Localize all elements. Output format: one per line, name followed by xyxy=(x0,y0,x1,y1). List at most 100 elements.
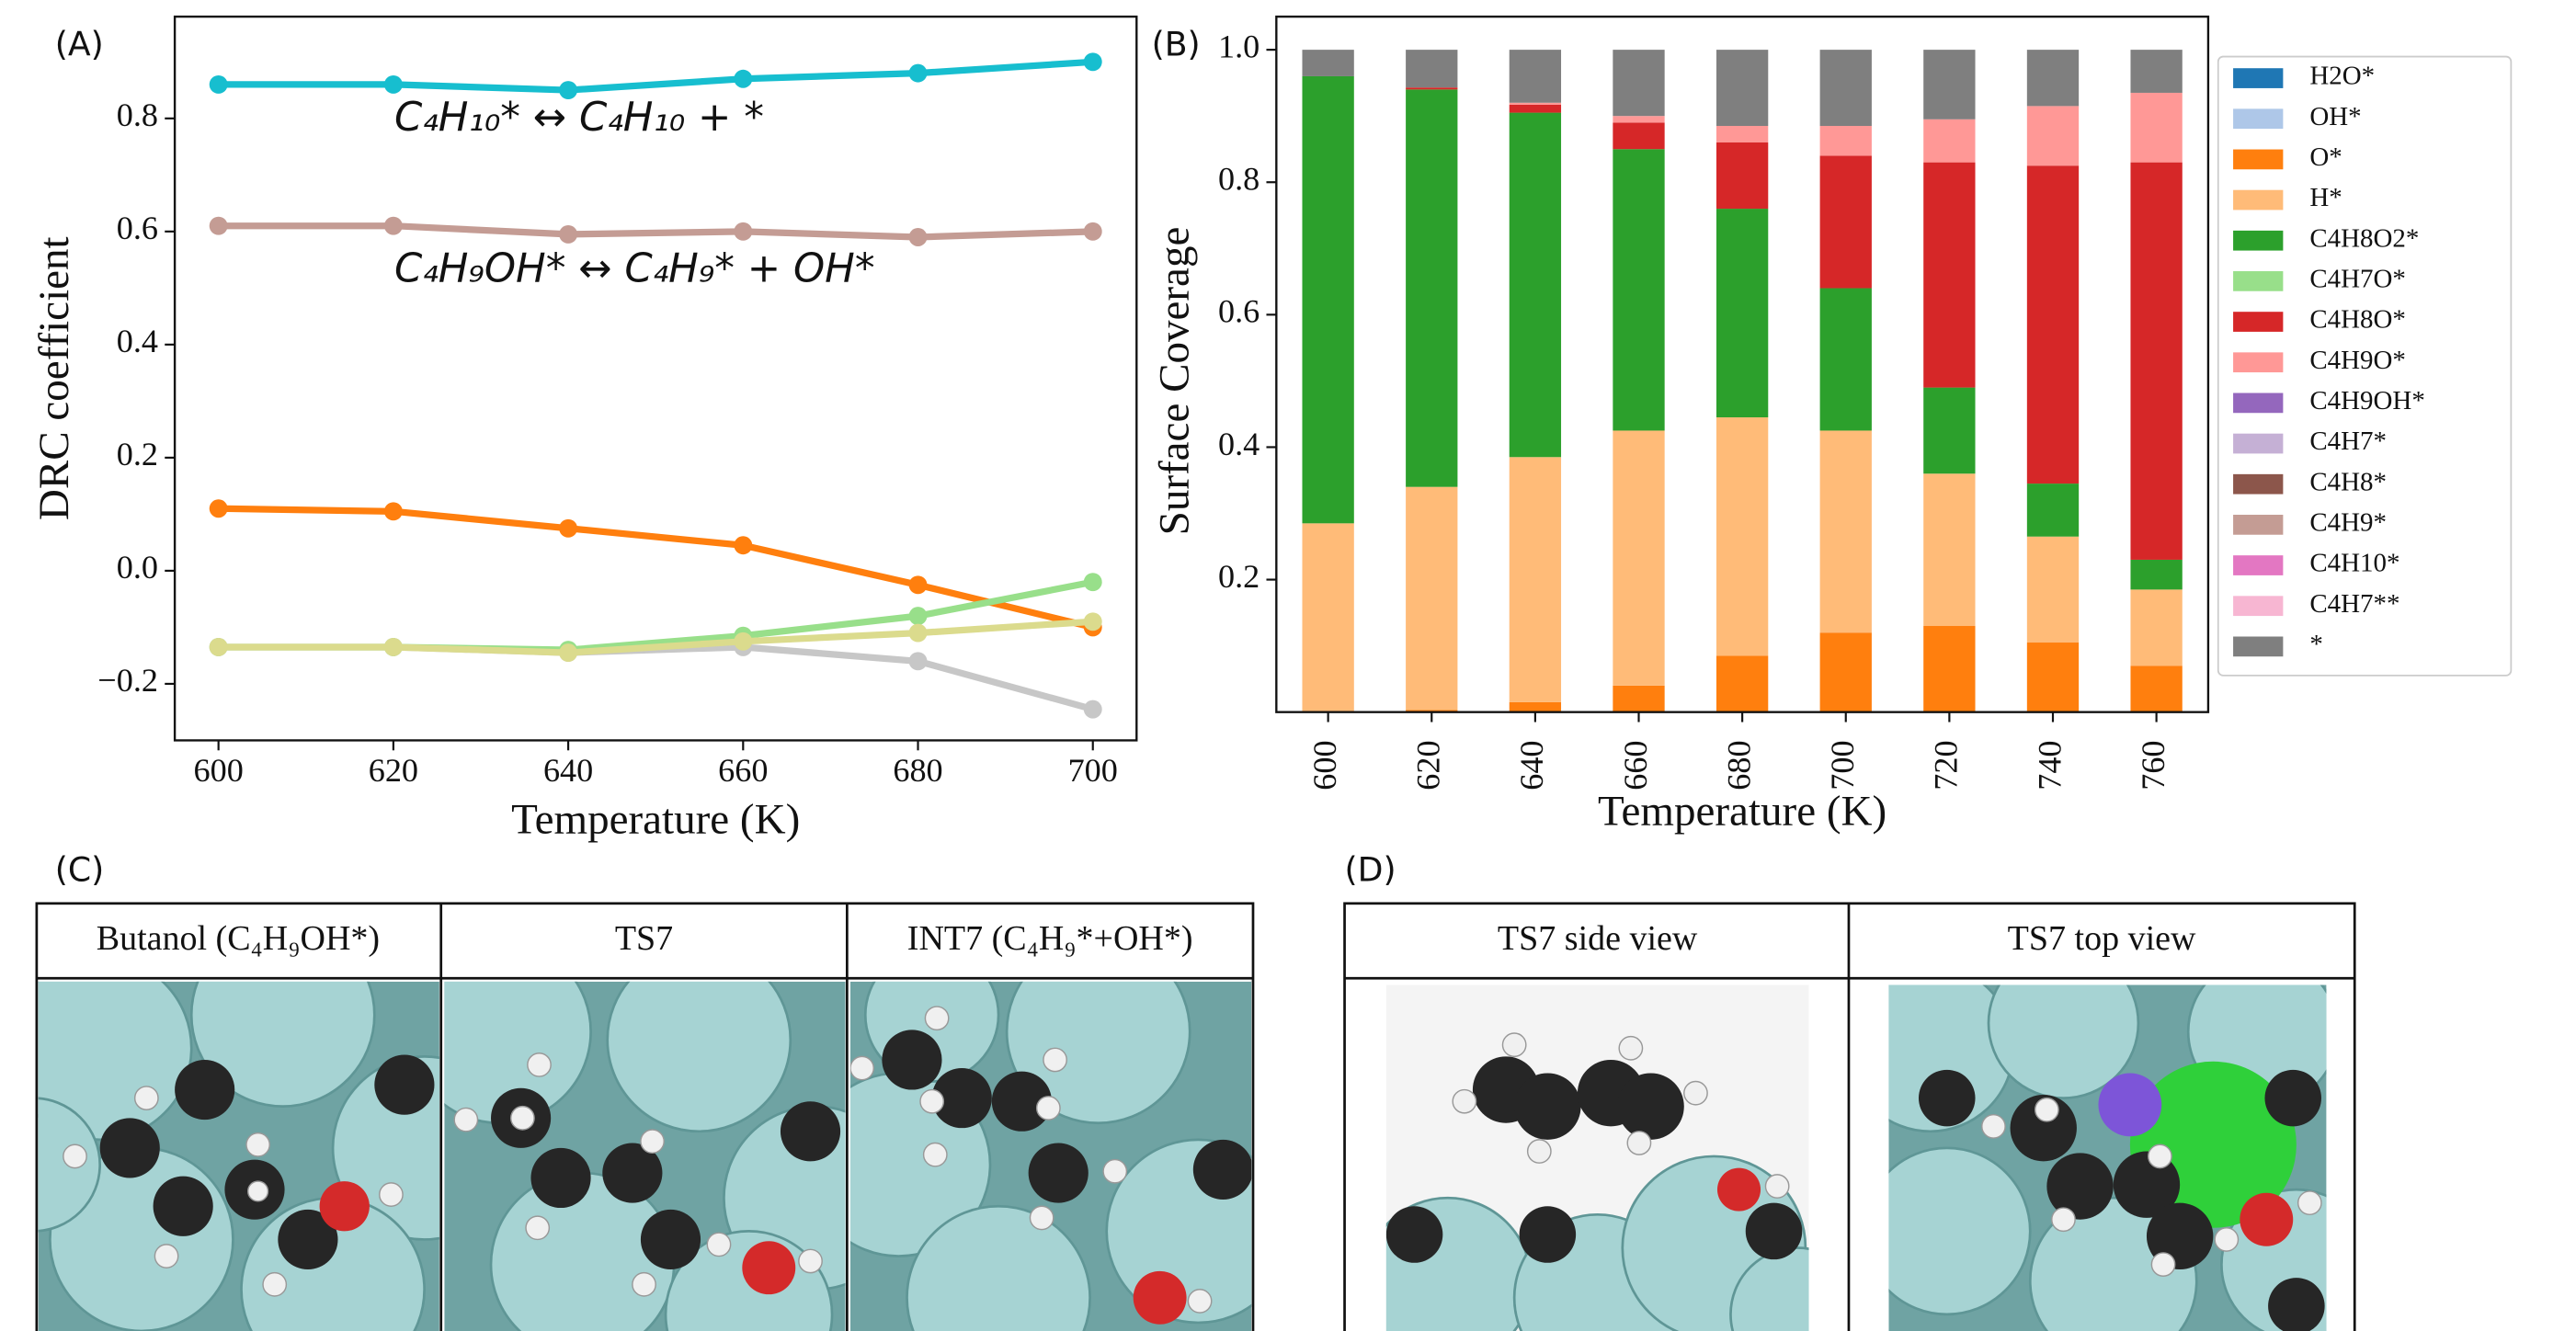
bar-segment xyxy=(1613,50,1664,116)
bar-segment xyxy=(1510,113,1561,458)
y-tick-label: 0.6 xyxy=(117,210,158,246)
annotation: C₄H₁₀* ↔ C₄H₁₀ + * xyxy=(394,95,764,141)
legend-swatch xyxy=(2233,312,2283,332)
data-point xyxy=(1084,612,1102,631)
table-header: TS7 side view xyxy=(1498,919,1698,958)
x-tick-label: 660 xyxy=(1617,740,1654,790)
bar-segment xyxy=(2130,560,2182,589)
data-point xyxy=(1084,573,1102,591)
table-header: TS7 top view xyxy=(2008,919,2196,958)
data-point xyxy=(210,499,228,518)
legend-swatch xyxy=(2233,190,2283,210)
bar-segment xyxy=(1510,103,1561,105)
bar-segment xyxy=(2130,589,2182,666)
x-tick-label: 680 xyxy=(893,752,942,789)
molecule-image xyxy=(0,924,516,1331)
panel-label: (C) xyxy=(55,849,105,889)
table-header: INT7 (C₄H₉*+OH*) xyxy=(907,919,1193,958)
legend-swatch xyxy=(2233,637,2283,657)
bar-segment xyxy=(1510,702,1561,712)
bar-segment xyxy=(1820,155,1872,288)
bar-segment xyxy=(2027,165,2079,483)
legend-label: O* xyxy=(2309,142,2342,172)
table-header: Butanol (C₄H₉OH*) xyxy=(97,919,380,958)
bar-segment xyxy=(1302,523,1353,711)
series-line xyxy=(219,647,1093,710)
y-tick-label: 0.8 xyxy=(117,97,158,133)
bar-segment xyxy=(1510,457,1561,702)
panel-label: (D) xyxy=(1345,849,1396,889)
y-axis-label: Surface Coverage xyxy=(1150,227,1198,536)
bar-segment xyxy=(1820,430,1872,632)
bar-segment xyxy=(1510,105,1561,113)
bar-segment xyxy=(1923,163,1975,388)
x-tick-label: 600 xyxy=(194,752,244,789)
y-tick-label: −0.2 xyxy=(97,662,158,699)
bar-segment xyxy=(1510,50,1561,103)
molecule-image xyxy=(408,940,907,1331)
bar-segment xyxy=(1302,76,1353,523)
legend-swatch xyxy=(2233,68,2283,88)
bar-segment xyxy=(1716,142,1768,209)
legend-swatch xyxy=(2233,352,2283,372)
data-point xyxy=(384,638,403,656)
annotation: C₄H₉OH* ↔ C₄H₉* + OH* xyxy=(394,246,875,292)
legend-label: C4H7* xyxy=(2309,427,2387,456)
bar-segment xyxy=(2130,93,2182,163)
bar-segment xyxy=(2130,163,2182,560)
y-tick-label: 0.2 xyxy=(1218,558,1260,595)
legend-label: C4H9O* xyxy=(2309,346,2406,375)
table-d: TS7 side view TS7 top view xyxy=(1345,904,2372,1331)
x-tick-label: 740 xyxy=(2031,740,2068,790)
data-point xyxy=(210,217,228,235)
data-point xyxy=(909,652,928,670)
data-point xyxy=(1084,52,1102,71)
data-point xyxy=(559,643,577,662)
legend-swatch xyxy=(2233,596,2283,616)
data-point xyxy=(210,638,228,656)
y-tick-label: 0.6 xyxy=(1218,293,1260,330)
bar-segment xyxy=(1923,119,1975,163)
y-tick-label: 0.4 xyxy=(117,323,158,359)
data-point xyxy=(559,225,577,244)
legend-label: C4H10* xyxy=(2309,549,2399,578)
bar-segment xyxy=(1716,209,1768,417)
bar-segment xyxy=(1820,632,1872,711)
legend-label: H* xyxy=(2309,183,2342,212)
x-tick-label: 620 xyxy=(369,752,418,789)
bar-segment xyxy=(1820,126,1872,155)
y-tick-label: 0.4 xyxy=(1218,426,1260,462)
bar-segment xyxy=(2027,106,2079,165)
bar-segment xyxy=(2027,50,2079,106)
series-line xyxy=(219,226,1093,237)
molecule-image xyxy=(807,940,1290,1331)
bar-segment xyxy=(1716,655,1768,711)
data-point xyxy=(909,607,928,625)
legend-label: H2O* xyxy=(2309,62,2375,91)
bar-segment xyxy=(1820,50,1872,126)
data-point xyxy=(210,75,228,94)
bar-segment xyxy=(1406,89,1457,486)
molecule-image xyxy=(1364,985,1864,1331)
bar-segment xyxy=(1613,122,1664,149)
data-point xyxy=(734,536,752,554)
x-axis-label: Temperature (K) xyxy=(1598,788,1886,836)
legend-swatch xyxy=(2233,231,2283,251)
x-axis-label: Temperature (K) xyxy=(511,796,800,844)
bar-segment xyxy=(1613,149,1664,430)
molecule-image xyxy=(1847,949,2371,1331)
legend-swatch xyxy=(2233,393,2283,414)
series-line xyxy=(219,621,1093,653)
panel-label: (B) xyxy=(1152,25,1201,64)
bar-segment xyxy=(1302,50,1353,76)
data-point xyxy=(909,228,928,246)
bar-segment xyxy=(1613,116,1664,122)
legend-label: C4H7** xyxy=(2309,589,2399,619)
legend-label: * xyxy=(2309,630,2322,659)
x-tick-label: 720 xyxy=(1928,740,1965,790)
bar-segment xyxy=(2027,483,2079,537)
x-tick-label: 660 xyxy=(718,752,768,789)
legend-swatch xyxy=(2233,555,2283,575)
data-point xyxy=(909,64,928,83)
legend-swatch xyxy=(2233,150,2283,170)
